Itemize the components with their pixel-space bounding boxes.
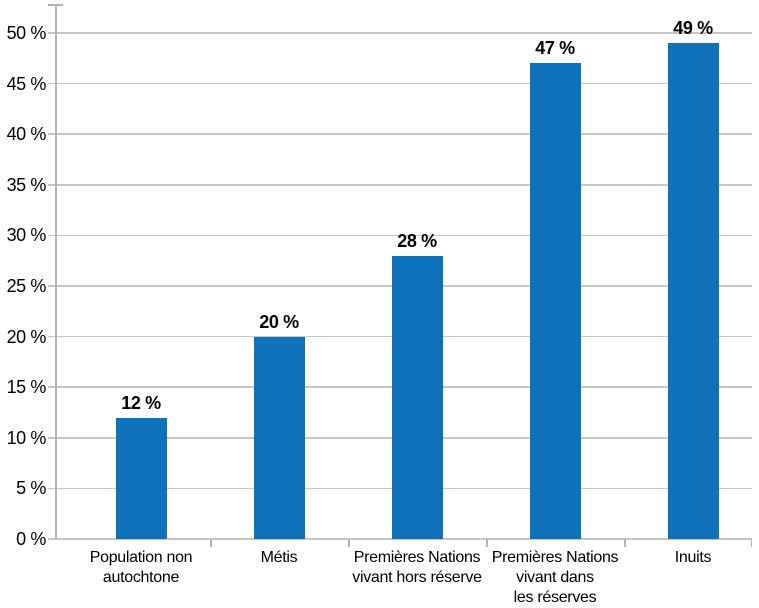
bar xyxy=(667,43,719,539)
category-label: Inuits xyxy=(674,549,712,566)
bar-value-label: 12 % xyxy=(121,392,161,413)
y-gridline xyxy=(48,32,752,34)
category-label: Métis xyxy=(260,549,298,566)
y-gridline xyxy=(48,133,752,135)
x-axis-end-tick xyxy=(750,539,752,547)
category-label: Premières Nations vivant hors réserve xyxy=(352,549,482,586)
y-axis-tick-label: 35 % xyxy=(6,174,47,195)
bar-value-label: 49 % xyxy=(673,18,713,39)
category-label: Population non autochtone xyxy=(89,549,193,586)
bar-value-label: 28 % xyxy=(397,230,437,251)
y-axis-tick-label: 15 % xyxy=(6,377,47,398)
bar-value-label: 47 % xyxy=(535,38,575,59)
category-label: Premières Nations vivant dans les réserv… xyxy=(491,549,619,606)
y-axis-tick-label: 30 % xyxy=(6,225,47,246)
y-axis-tick-label: 25 % xyxy=(6,276,47,296)
y-axis-tick-label: 0 % xyxy=(16,529,46,549)
y-gridline xyxy=(48,234,752,237)
y-gridline xyxy=(48,538,752,540)
y-axis-tick-label: 40 % xyxy=(6,124,47,145)
bar xyxy=(253,336,305,539)
x-axis-tick xyxy=(210,539,212,547)
y-axis-end-tick xyxy=(48,4,63,6)
x-axis-tick xyxy=(348,539,350,547)
x-axis-tick xyxy=(486,539,488,547)
x-axis-tick xyxy=(624,539,626,547)
bar xyxy=(391,255,443,539)
y-axis-line xyxy=(55,4,57,539)
y-axis-tick-label: 20 % xyxy=(6,326,47,347)
bar xyxy=(529,63,581,539)
y-axis-tick-label: 10 % xyxy=(6,427,47,448)
y-axis-tick-label: 50 % xyxy=(6,23,47,43)
y-gridline xyxy=(48,82,752,85)
y-axis-tick-label: 5 % xyxy=(16,478,46,499)
bar-value-label: 20 % xyxy=(259,311,299,332)
y-axis-tick-label: 45 % xyxy=(6,73,47,94)
bar xyxy=(115,417,167,539)
y-gridline xyxy=(48,184,752,186)
